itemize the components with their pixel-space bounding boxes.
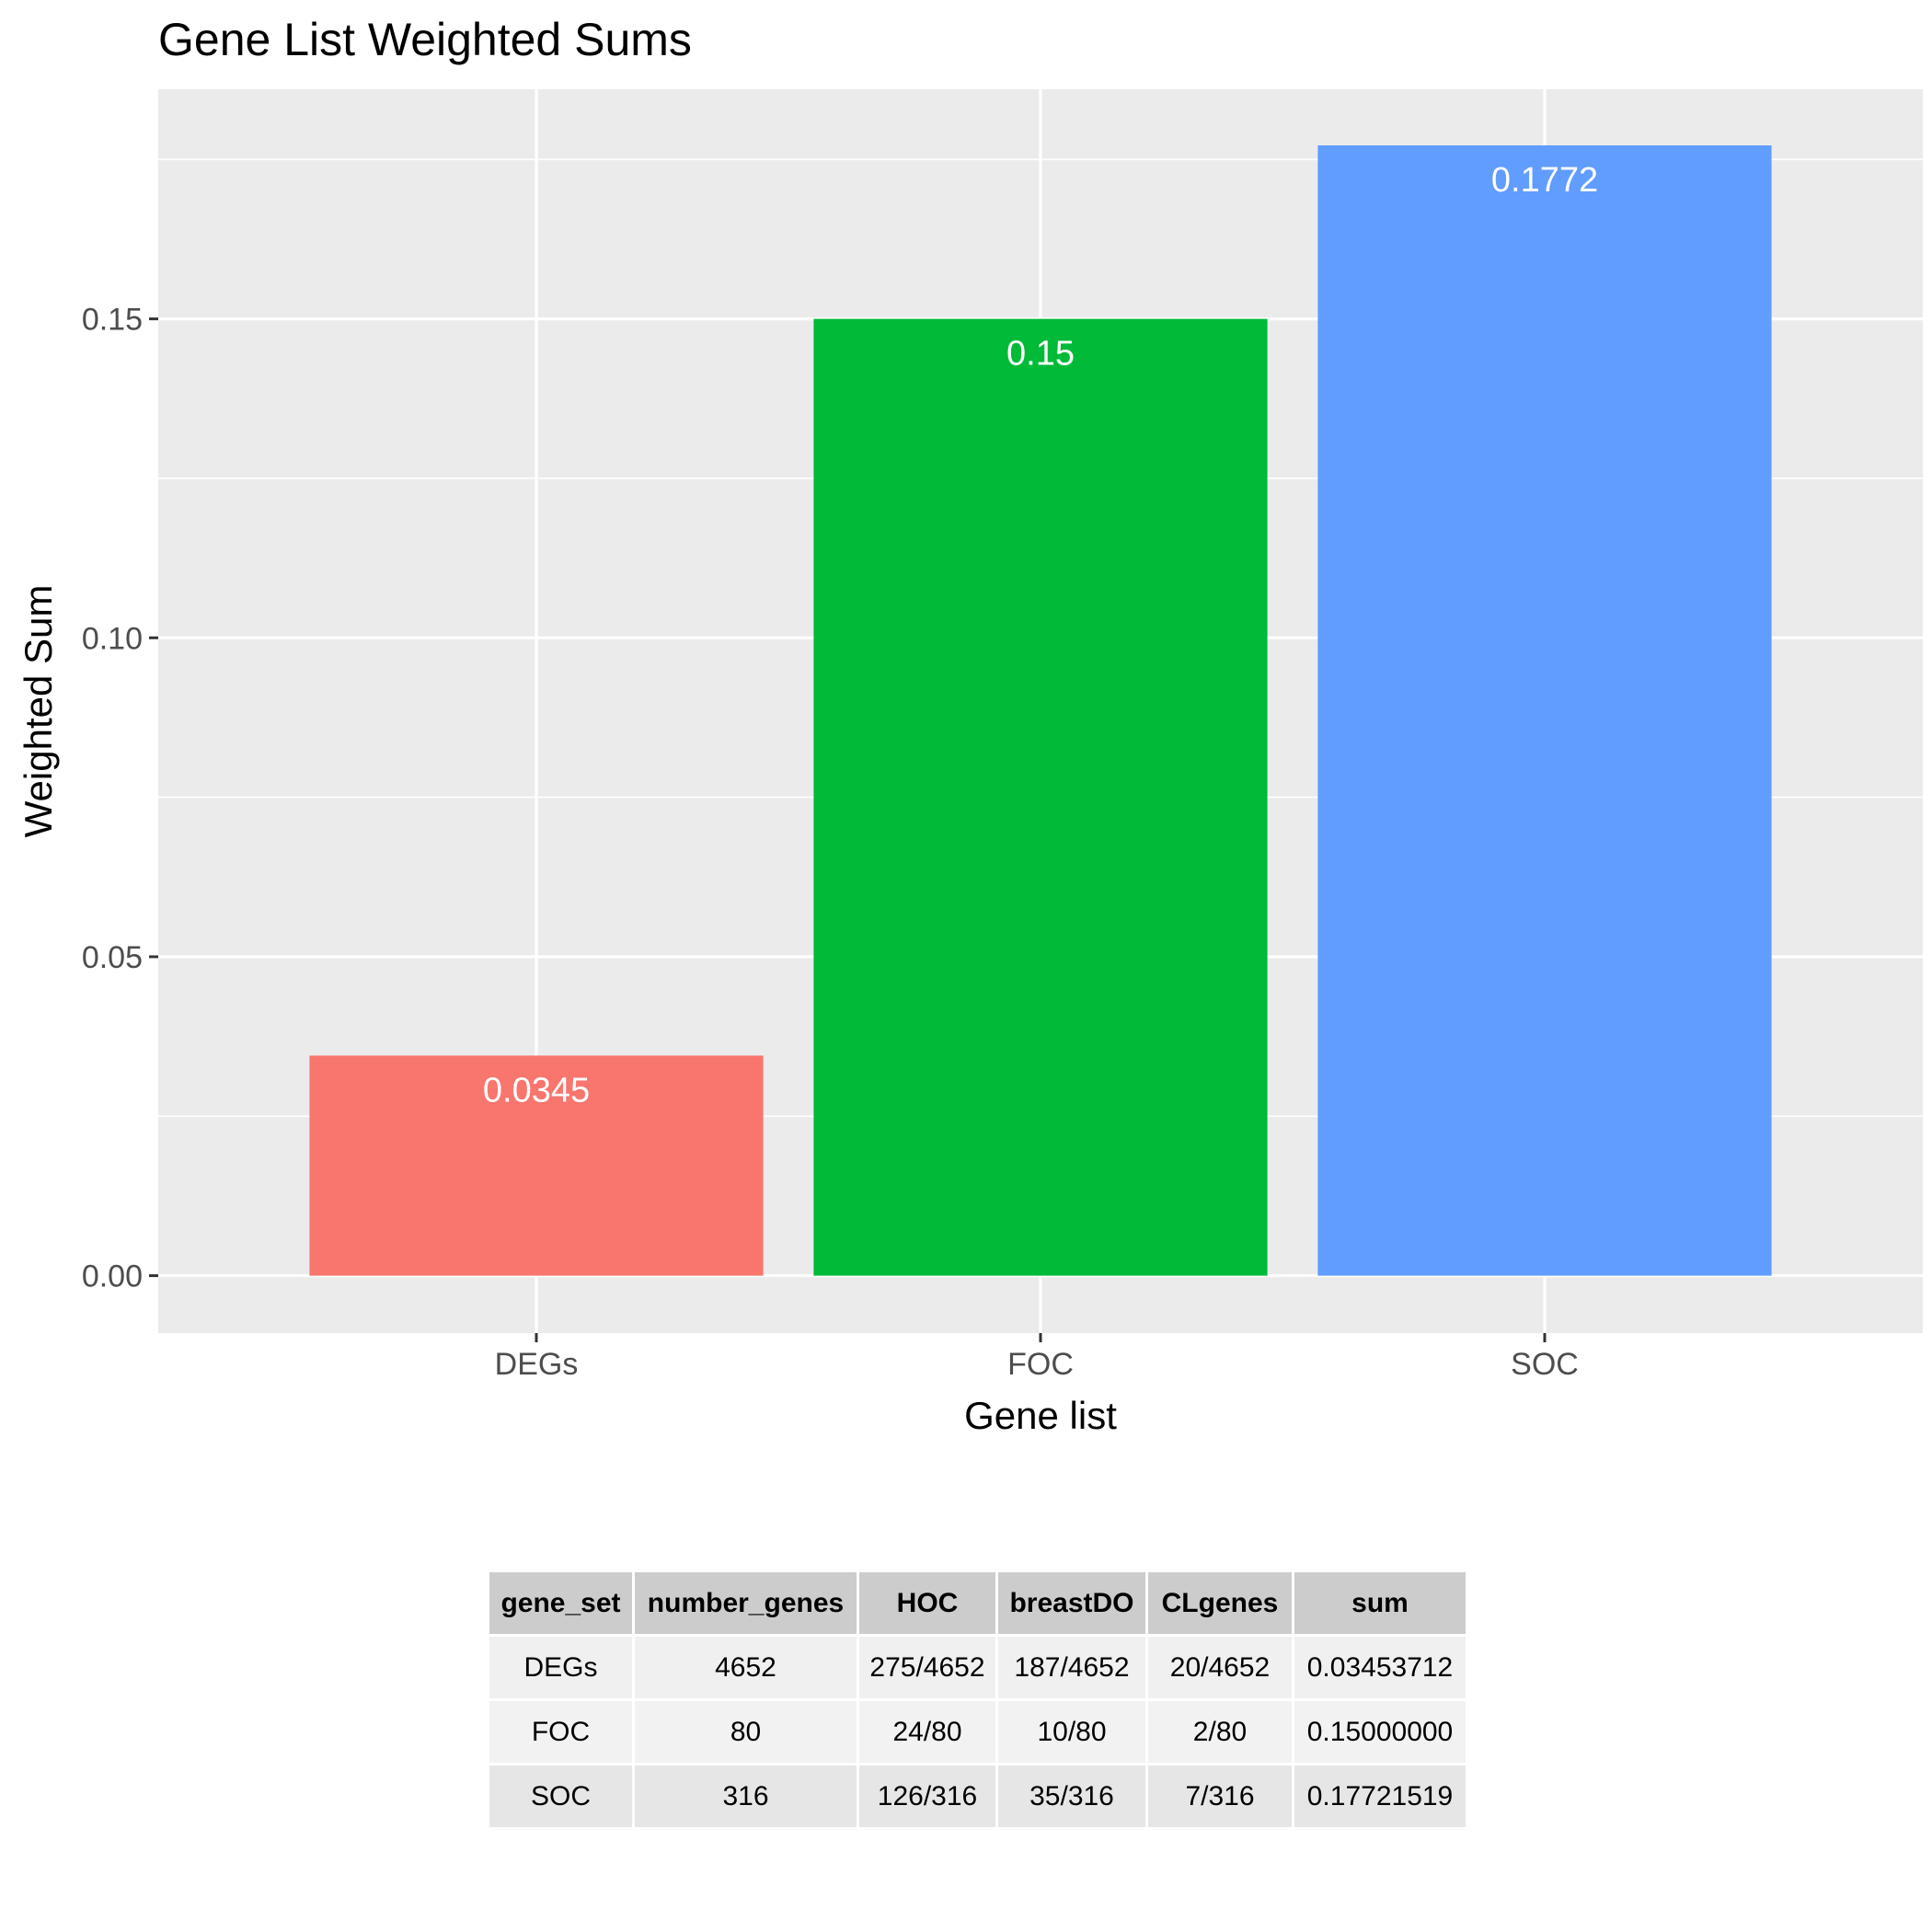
table-header-row: gene_set number_genes HOC breastDO CLgen… <box>489 1572 1466 1634</box>
cell-number-genes: 80 <box>635 1701 857 1763</box>
x-tick-label: DEGs <box>495 1347 579 1382</box>
y-tick-label: 0.05 <box>82 940 143 975</box>
cell-sum: 0.03453712 <box>1294 1637 1466 1698</box>
cell-gene-set: DEGs <box>489 1637 632 1698</box>
table-row: FOC 80 24/80 10/80 2/80 0.15000000 <box>489 1701 1466 1763</box>
data-labels: 0.0345 0.15 0.1772 <box>483 161 1598 1110</box>
header-gene-set: gene_set <box>489 1572 632 1634</box>
x-axis-label: Gene list <box>964 1394 1117 1437</box>
bar-chart: Gene List Weighted Sums 0.0345 0.15 0.1772… <box>17 14 1923 1437</box>
cell-hoc: 275/4652 <box>859 1637 995 1698</box>
bar-soc <box>1317 145 1772 1276</box>
chart-title: Gene List Weighted Sums <box>158 14 692 65</box>
cell-breastdo: 187/4652 <box>998 1637 1145 1698</box>
header-hoc: HOC <box>859 1572 995 1634</box>
x-tick-label: FOC <box>1007 1347 1074 1382</box>
cell-clgenes: 7/316 <box>1148 1765 1292 1827</box>
table-row: SOC 316 126/316 35/316 7/316 0.17721519 <box>489 1765 1466 1827</box>
cell-sum: 0.15000000 <box>1294 1701 1466 1763</box>
cell-breastdo: 10/80 <box>998 1701 1145 1763</box>
cell-number-genes: 316 <box>635 1765 857 1827</box>
summary-table: gene_set number_genes HOC breastDO CLgen… <box>487 1570 1468 1830</box>
cell-clgenes: 2/80 <box>1148 1701 1292 1763</box>
header-sum: sum <box>1294 1572 1466 1634</box>
cell-sum: 0.17721519 <box>1294 1765 1466 1827</box>
y-axis-label: Weighted Sum <box>17 585 60 838</box>
bars <box>309 145 1772 1276</box>
bar-degs <box>309 1055 764 1276</box>
bar-foc <box>813 318 1268 1276</box>
data-label: 0.0345 <box>483 1071 590 1110</box>
axes: 0.00 0.05 0.10 0.15 DEGs FOC SOC <box>82 303 1579 1382</box>
cell-hoc: 24/80 <box>859 1701 995 1763</box>
header-breastdo: breastDO <box>998 1572 1145 1634</box>
y-tick-label: 0.10 <box>82 621 143 656</box>
data-label: 0.15 <box>1006 335 1075 374</box>
cell-gene-set: SOC <box>489 1765 632 1827</box>
table-row: DEGs 4652 275/4652 187/4652 20/4652 0.03… <box>489 1637 1466 1698</box>
cell-hoc: 126/316 <box>859 1765 995 1827</box>
header-number-genes: number_genes <box>635 1572 857 1634</box>
y-tick-label: 0.15 <box>82 303 143 338</box>
cell-gene-set: FOC <box>489 1701 632 1763</box>
x-tick-label: SOC <box>1511 1347 1579 1382</box>
cell-number-genes: 4652 <box>635 1637 857 1698</box>
y-tick-label: 0.00 <box>82 1259 143 1294</box>
data-label: 0.1772 <box>1491 161 1598 200</box>
header-clgenes: CLgenes <box>1148 1572 1292 1634</box>
cell-breastdo: 35/316 <box>998 1765 1145 1827</box>
cell-clgenes: 20/4652 <box>1148 1637 1292 1698</box>
